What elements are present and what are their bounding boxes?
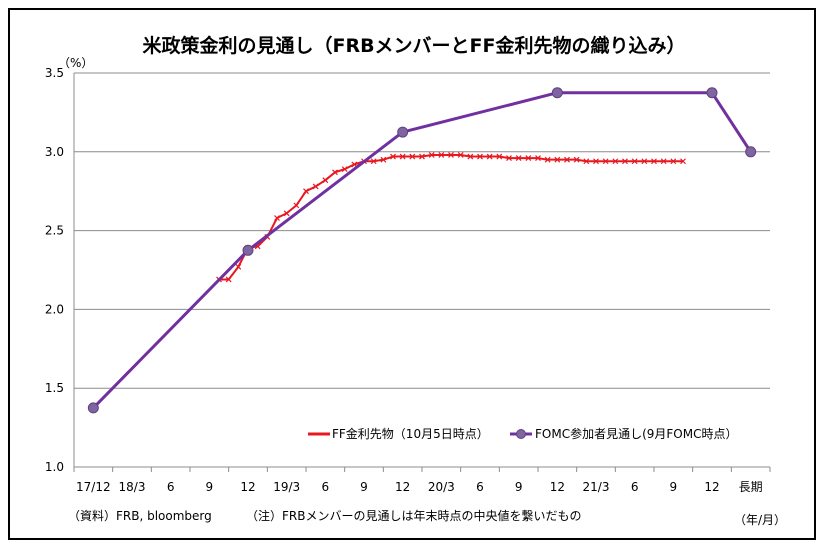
data-point [564,156,570,163]
data-point [486,153,493,160]
data-point [322,177,329,184]
data-point [706,87,718,99]
data-point [457,152,464,158]
x-tick-label: 17/12 [76,480,111,494]
data-point [467,153,474,160]
y-tick-label: 2.0 [45,302,64,316]
axes [73,73,771,472]
data-point [274,215,280,221]
chart: 米政策金利の見通し（FRBメンバーとFF金利先物の織り込み） （%） 1.01.… [45,34,786,527]
data-point [87,402,99,414]
x-tick-label: 12 [550,480,565,494]
data-point [496,153,503,160]
data-point [397,126,409,138]
legend-label-fomc: FOMC参加者見通し(9月FOMC時点） [535,426,737,441]
data-point [225,276,232,283]
data-point [670,158,677,165]
data-point [370,158,377,165]
y-tick-label: 3.0 [45,145,64,159]
x-tick-label: 21/3 [583,480,610,494]
data-point [242,244,254,256]
data-point [583,158,590,165]
x-tick-label: 6 [322,480,330,494]
data-point [399,153,406,160]
data-point [745,146,757,158]
gridlines [74,72,770,389]
y-tick-label: 1.5 [45,381,64,395]
data-point [651,158,657,165]
legend-marker-fomc [516,429,526,439]
y-tick-label: 1.0 [45,460,64,474]
data-point [515,155,522,162]
x-tick-label: 長期 [739,480,763,494]
series-1 [216,152,686,283]
data-point [554,156,561,163]
data-point [506,155,512,162]
source-note: （資料）FRB, bloomberg [68,509,212,523]
data-point [341,166,348,173]
data-point [380,156,387,163]
x-tick-label: 9 [360,480,368,494]
data-point [428,152,435,158]
data-point [525,155,532,162]
data-point [477,153,483,160]
x-tick-label: 6 [476,480,484,494]
data-point [293,202,300,209]
data-point [573,156,580,163]
x-tick-label: 12 [240,480,255,494]
data-point [419,153,425,160]
chart-title: 米政策金利の見通し（FRBメンバーとFF金利先物の織り込み） [142,34,685,57]
x-tick-label: 12 [704,480,719,494]
data-point [622,158,628,165]
data-point [612,158,619,165]
series-layer [87,87,757,414]
x-tick-label: 20/3 [428,480,455,494]
y-tick-label: 2.5 [45,224,64,238]
data-point [332,169,338,176]
data-point [235,263,242,270]
data-point [390,153,396,160]
data-point [602,158,609,165]
legend-label-ff-futures: FF金利先物（10月5日時点） [332,426,489,441]
series-2 [87,87,757,414]
data-point [551,87,563,99]
x-tick-label: 9 [670,480,678,494]
series-line [219,153,683,281]
data-point [409,153,416,160]
data-point [312,183,319,190]
x-tick-label: 9 [206,480,214,494]
chart-frame: 米政策金利の見通し（FRBメンバーとFF金利先物の織り込み） （%） 1.0 1.… [8,8,816,540]
tick-labels: 1.0 1.5 2.0 2.5 3.0 3.5 17/12 18/3 6 9 12 19/3 6 9 12 2… [45,66,763,494]
data-point [660,158,667,165]
y-axis-unit-label: （%） [58,56,93,70]
x-tick-label: 19/3 [273,480,300,494]
x-tick-label: 6 [167,480,175,494]
x-tick-label: 6 [631,480,639,494]
footnote: （注）FRBメンバーの見通しは年末時点の中央値を繋いだもの [246,508,581,523]
x-tick-label: 9 [515,480,523,494]
data-point [641,158,648,165]
y-tick-label: 3.5 [45,66,64,80]
x-tick-label: 18/3 [119,480,146,494]
x-tick-label: 12 [395,480,410,494]
data-point [680,158,686,165]
data-point [303,188,309,195]
data-point [535,155,541,162]
x-axis-unit-label: （年/月） [734,513,786,527]
data-point [593,158,599,165]
data-point [544,156,551,163]
series-line [92,91,752,409]
data-point [283,210,290,217]
data-point [448,152,454,158]
legend: FF金利先物（10月5日時点） FOMC参加者見通し(9月FOMC時点） [308,426,737,441]
data-point [631,158,638,165]
data-point [438,152,445,158]
